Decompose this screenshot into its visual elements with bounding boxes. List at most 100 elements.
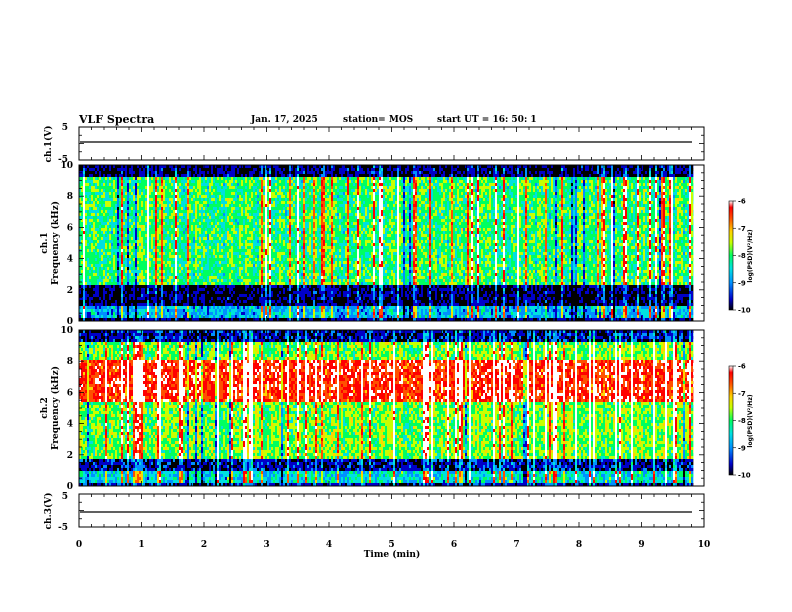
spectrogram-cell (127, 267, 129, 270)
spectrogram-cell (249, 189, 251, 192)
spectrogram-cell (179, 231, 181, 234)
spectrogram-cell (137, 189, 139, 192)
spectrogram-cell (133, 186, 135, 189)
spectrogram-cell (155, 306, 157, 309)
spectrogram-cell (177, 180, 179, 183)
spectrogram-cell (199, 174, 201, 177)
spectrogram-cell (231, 261, 233, 264)
spectrogram-cell (209, 177, 211, 180)
spectrogram-cell (231, 180, 233, 183)
spectrogram-cell (245, 174, 247, 177)
spectrogram-cell (251, 183, 253, 186)
spectrogram-cell (191, 174, 193, 177)
spectrogram-cell (149, 228, 151, 231)
spectrogram-cell (251, 216, 253, 219)
spectrogram-cell (97, 315, 99, 318)
spectrogram-cell (139, 177, 141, 180)
spectrogram-cell (231, 285, 233, 288)
spectrogram-cell (153, 231, 155, 234)
spectrogram-cell (115, 240, 117, 243)
spectrogram-cell (145, 240, 147, 243)
spectrogram-cell (219, 198, 221, 201)
spectrogram-cell (117, 210, 119, 213)
spectrogram-cell (189, 285, 191, 288)
spectrogram-cell (243, 219, 245, 222)
spectrogram-cell (153, 306, 155, 309)
spectrogram-cell (243, 282, 245, 285)
spectrogram-cell (123, 306, 125, 309)
spectrogram-cell (213, 285, 215, 288)
spectrogram-cell (143, 288, 145, 291)
spectrogram-cell (99, 168, 101, 171)
spectrogram-cell (229, 237, 231, 240)
spectrogram-cell (113, 189, 115, 192)
spectrogram-cell (241, 195, 243, 198)
spectrogram-cell (231, 237, 233, 240)
spectrogram-cell (189, 237, 191, 240)
spectrogram-cell (197, 219, 199, 222)
ch1-spectrogram (79, 165, 704, 321)
spectrogram-cell (201, 228, 203, 231)
spectrogram-cell (113, 204, 115, 207)
spectrogram-cell (177, 249, 179, 252)
spectrogram-cell (135, 228, 137, 231)
spectrogram-cell (239, 192, 241, 195)
spectrogram-cell (189, 183, 191, 186)
spectrogram-cell (193, 225, 195, 228)
spectrogram-cell (167, 210, 169, 213)
spectrogram-cell (251, 174, 253, 177)
spectrogram-cell (203, 225, 205, 228)
spectrogram-cell (207, 174, 209, 177)
spectrogram-cell (87, 279, 89, 282)
spectrogram-cell (241, 246, 243, 249)
spectrogram-cell (237, 312, 239, 315)
spectrogram-cell (167, 171, 169, 174)
spectrogram-cell (95, 201, 97, 204)
spectrogram-cell (225, 306, 227, 309)
spectrogram-cell (189, 228, 191, 231)
spectrogram-cell (121, 228, 123, 231)
spectrogram-cell (229, 243, 231, 246)
spectrogram-cell (159, 222, 161, 225)
spectrogram-cell (113, 222, 115, 225)
spectrogram-cell (117, 222, 119, 225)
spectrogram-cell (249, 201, 251, 204)
spectrogram-cell (113, 276, 115, 279)
spectrogram-cell (123, 315, 125, 318)
spectrogram-cell (83, 312, 85, 315)
spectrogram-cell (153, 189, 155, 192)
spectrogram-cell (107, 174, 109, 177)
spectrogram-cell (107, 168, 109, 171)
spectrogram-cell (137, 177, 139, 180)
spectrogram-cell (173, 306, 175, 309)
spectrogram-cell (115, 303, 117, 306)
spectrogram-cell (217, 255, 219, 258)
spectrogram-cell (185, 210, 187, 213)
spectrogram-cell (125, 180, 127, 183)
spectrogram-cell (99, 291, 101, 294)
spectrogram-cell (179, 183, 181, 186)
spectrogram-cell (163, 219, 165, 222)
spectrogram-cell (191, 285, 193, 288)
spectrogram-cell (101, 168, 103, 171)
spectrogram-cell (221, 189, 223, 192)
spectrogram-cell (225, 231, 227, 234)
spectrogram-cell (181, 174, 183, 177)
spectrogram-cell (229, 312, 231, 315)
spectrogram-cell (191, 306, 193, 309)
spectrogram-cell (163, 288, 165, 291)
spectrogram-cell (85, 234, 87, 237)
spectrogram-cell (239, 246, 241, 249)
spectrogram-cell (239, 309, 241, 312)
spectrogram-cell (209, 306, 211, 309)
spectrogram-cell (167, 204, 169, 207)
spectrogram-cell (163, 258, 165, 261)
spectrogram-cell (201, 282, 203, 285)
spectrogram-cell (131, 183, 133, 186)
spectrogram-cell (201, 219, 203, 222)
spectrogram-cell (93, 285, 95, 288)
spectrogram-cell (207, 300, 209, 303)
spectrogram-cell (159, 261, 161, 264)
spectrogram-cell (93, 279, 95, 282)
spectrogram-cell (115, 261, 117, 264)
